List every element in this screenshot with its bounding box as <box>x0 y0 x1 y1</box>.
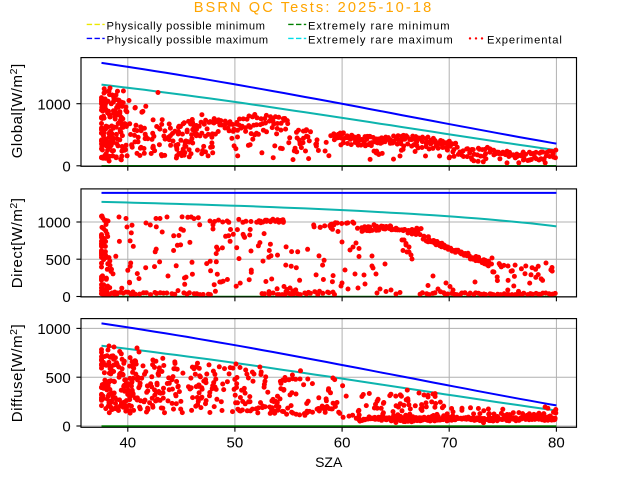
svg-text:BSRN QC Tests: 2025-10-18: BSRN QC Tests: 2025-10-18 <box>194 0 434 16</box>
svg-text:1000: 1000 <box>37 96 70 113</box>
svg-text:500: 500 <box>46 370 71 387</box>
svg-text:0: 0 <box>62 289 70 306</box>
svg-text:Global[W/m2]: Global[W/m2] <box>8 63 26 158</box>
svg-text:0: 0 <box>62 159 70 176</box>
svg-text:SZA: SZA <box>315 454 343 470</box>
svg-text:Extremely rare minimum: Extremely rare minimum <box>308 20 451 32</box>
svg-text:500: 500 <box>46 252 71 269</box>
svg-text:1000: 1000 <box>37 215 70 232</box>
svg-text:0: 0 <box>62 419 70 436</box>
svg-text:1000: 1000 <box>37 321 70 338</box>
svg-text:Extremely rare maximum: Extremely rare maximum <box>308 34 454 46</box>
svg-text:Experimental: Experimental <box>487 34 563 46</box>
svg-text:Direct[W/m2]: Direct[W/m2] <box>8 198 26 289</box>
svg-text:Diffuse[W/m2]: Diffuse[W/m2] <box>8 324 26 423</box>
svg-text:Physically possible minimum: Physically possible minimum <box>107 20 266 32</box>
svg-text:Physically possible maximum: Physically possible maximum <box>107 34 269 46</box>
svg-text:40: 40 <box>119 435 136 452</box>
svg-text:60: 60 <box>334 435 351 452</box>
svg-text:70: 70 <box>441 435 458 452</box>
svg-text:80: 80 <box>548 435 565 452</box>
svg-text:50: 50 <box>227 435 244 452</box>
